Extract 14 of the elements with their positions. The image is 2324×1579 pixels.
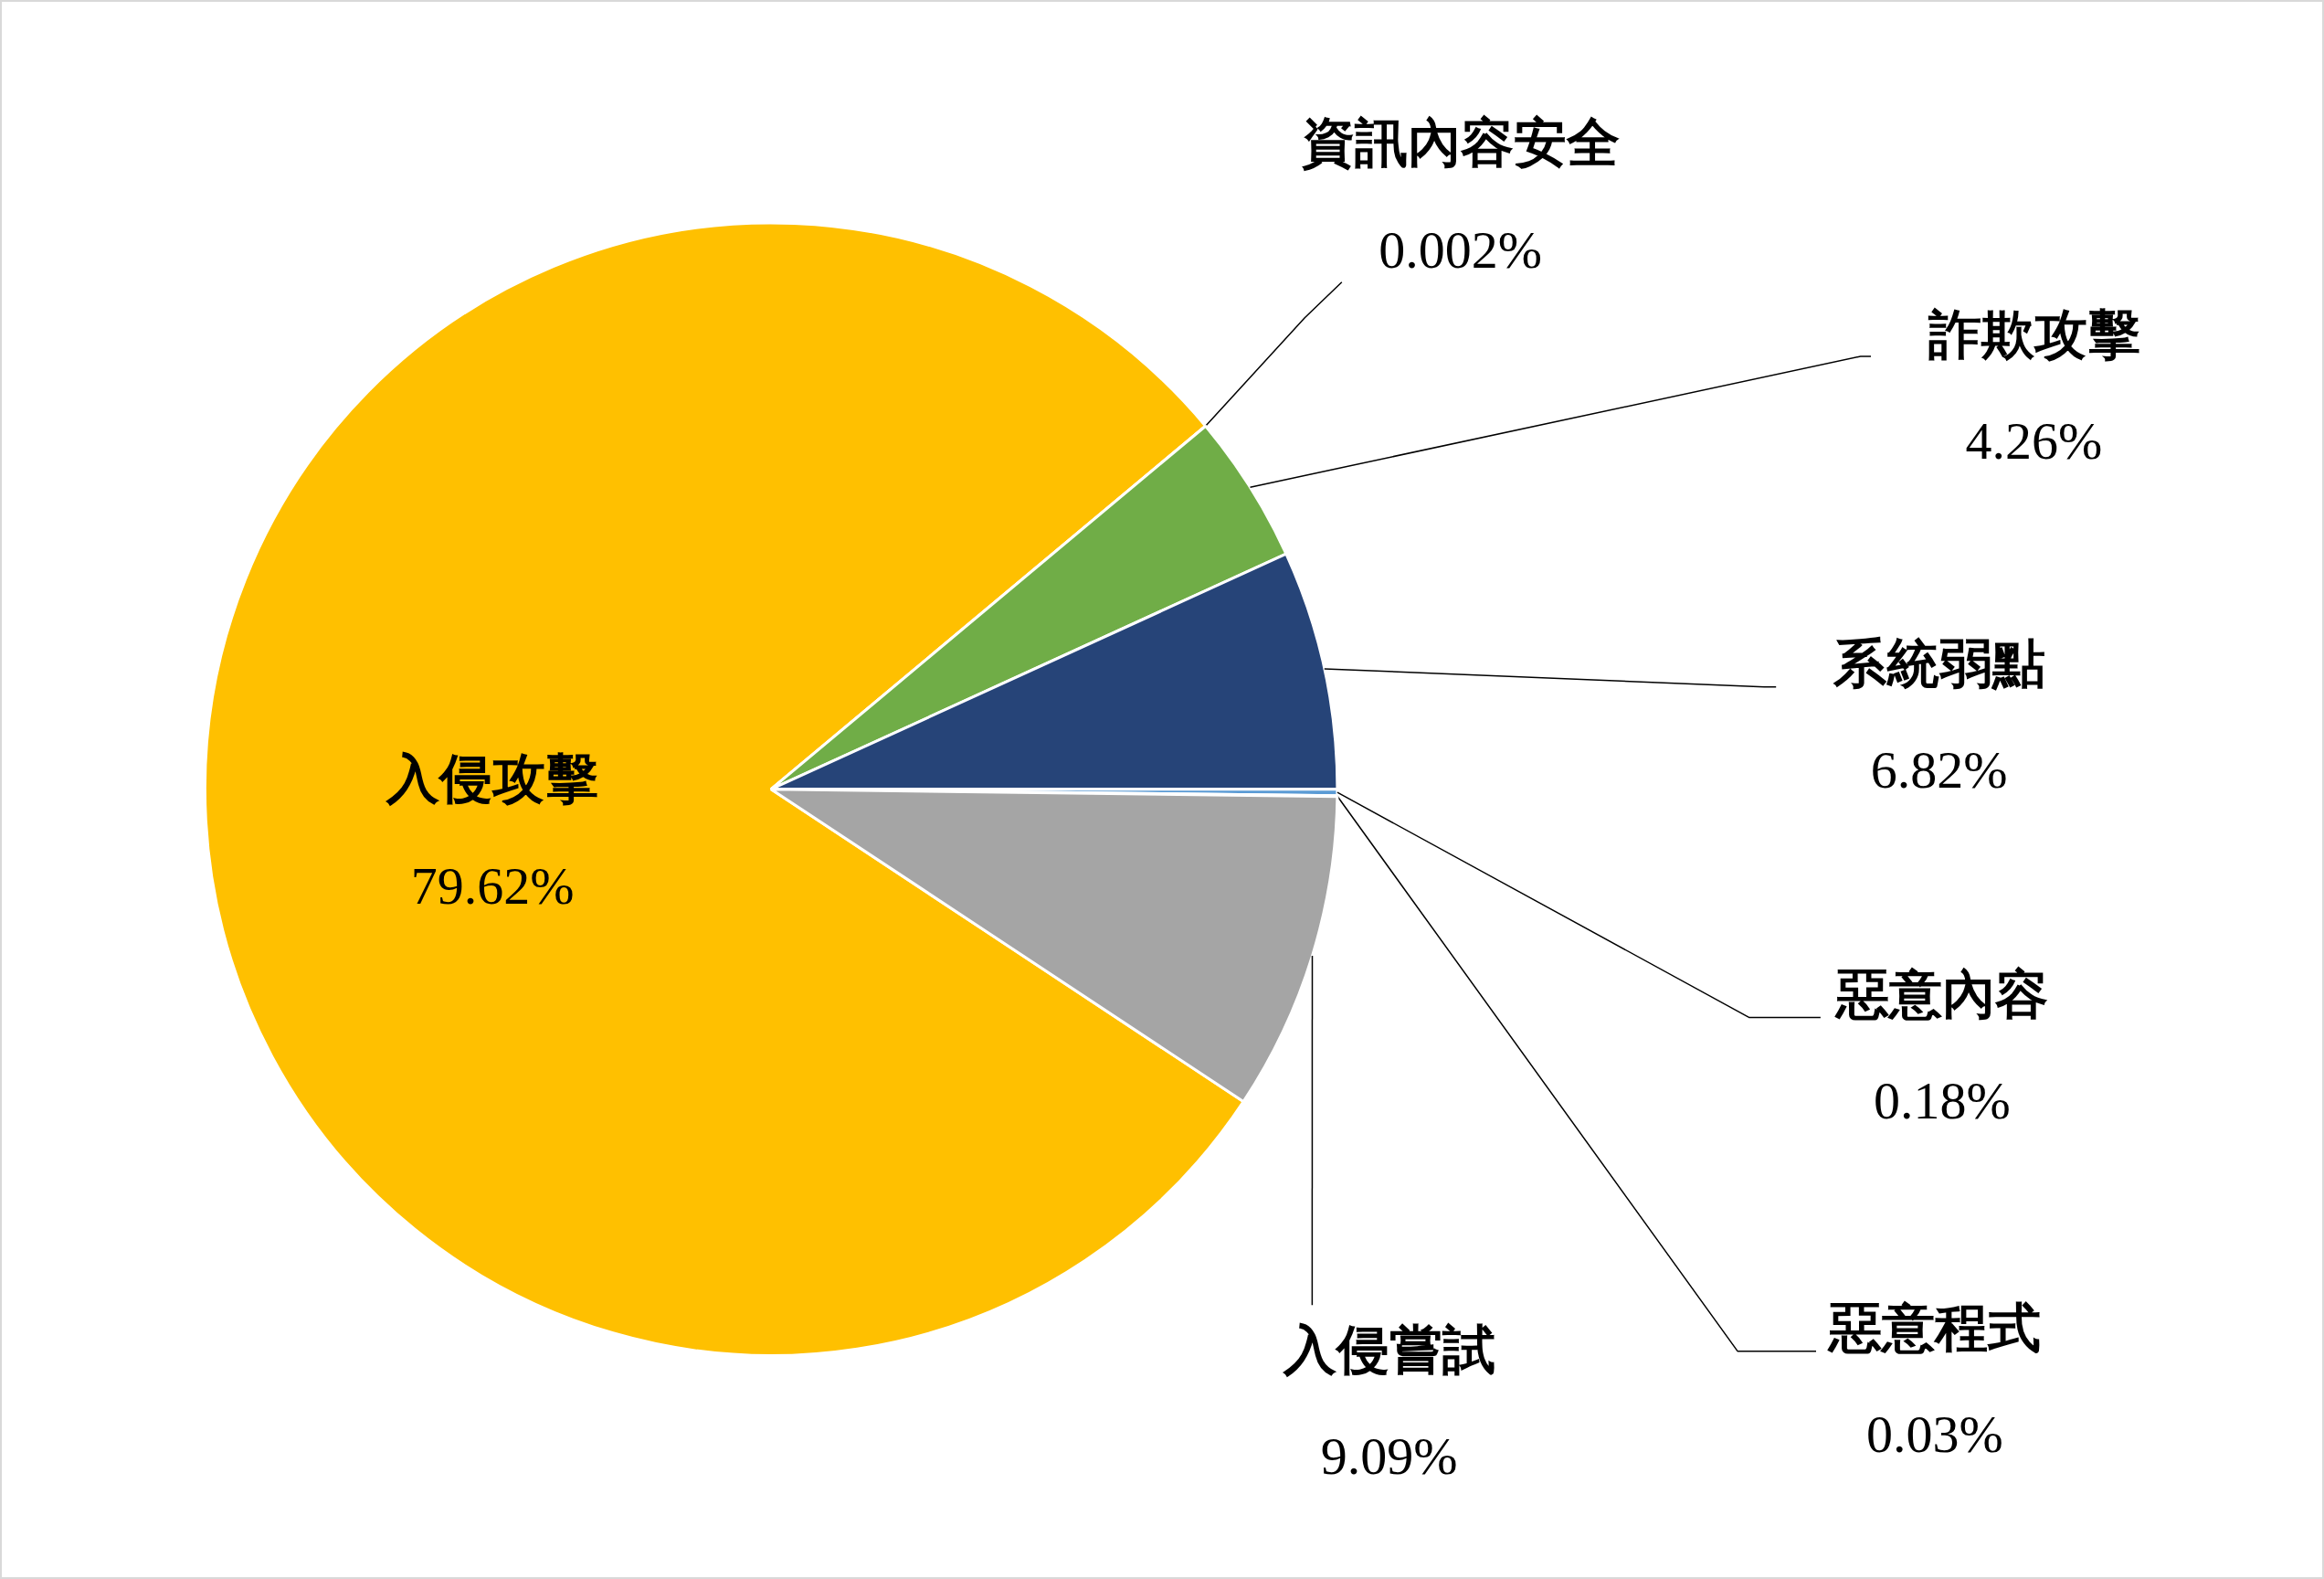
- data-label: 6.82%: [1870, 740, 2008, 800]
- data-label: 79.62%: [410, 855, 575, 916]
- slice-label: 資訊內容安全: [1301, 111, 1620, 175]
- data-label: 0.002%: [1379, 219, 1543, 280]
- data-label: 0.18%: [1874, 1070, 2011, 1130]
- slice-label: 惡意內容: [1833, 962, 2048, 1025]
- data-label: 4.26%: [1965, 410, 2103, 471]
- data-label: 0.03%: [1865, 1404, 2003, 1464]
- slice-label: 惡意程式: [1826, 1296, 2041, 1359]
- slice-label: 詐欺攻擊: [1927, 302, 2140, 366]
- slice-label: 入侵攻擊: [385, 747, 599, 811]
- data-label: 9.09%: [1320, 1426, 1458, 1487]
- slice-label: 入侵嘗試: [1281, 1319, 1495, 1382]
- slice-label: 系統弱點: [1832, 631, 2045, 694]
